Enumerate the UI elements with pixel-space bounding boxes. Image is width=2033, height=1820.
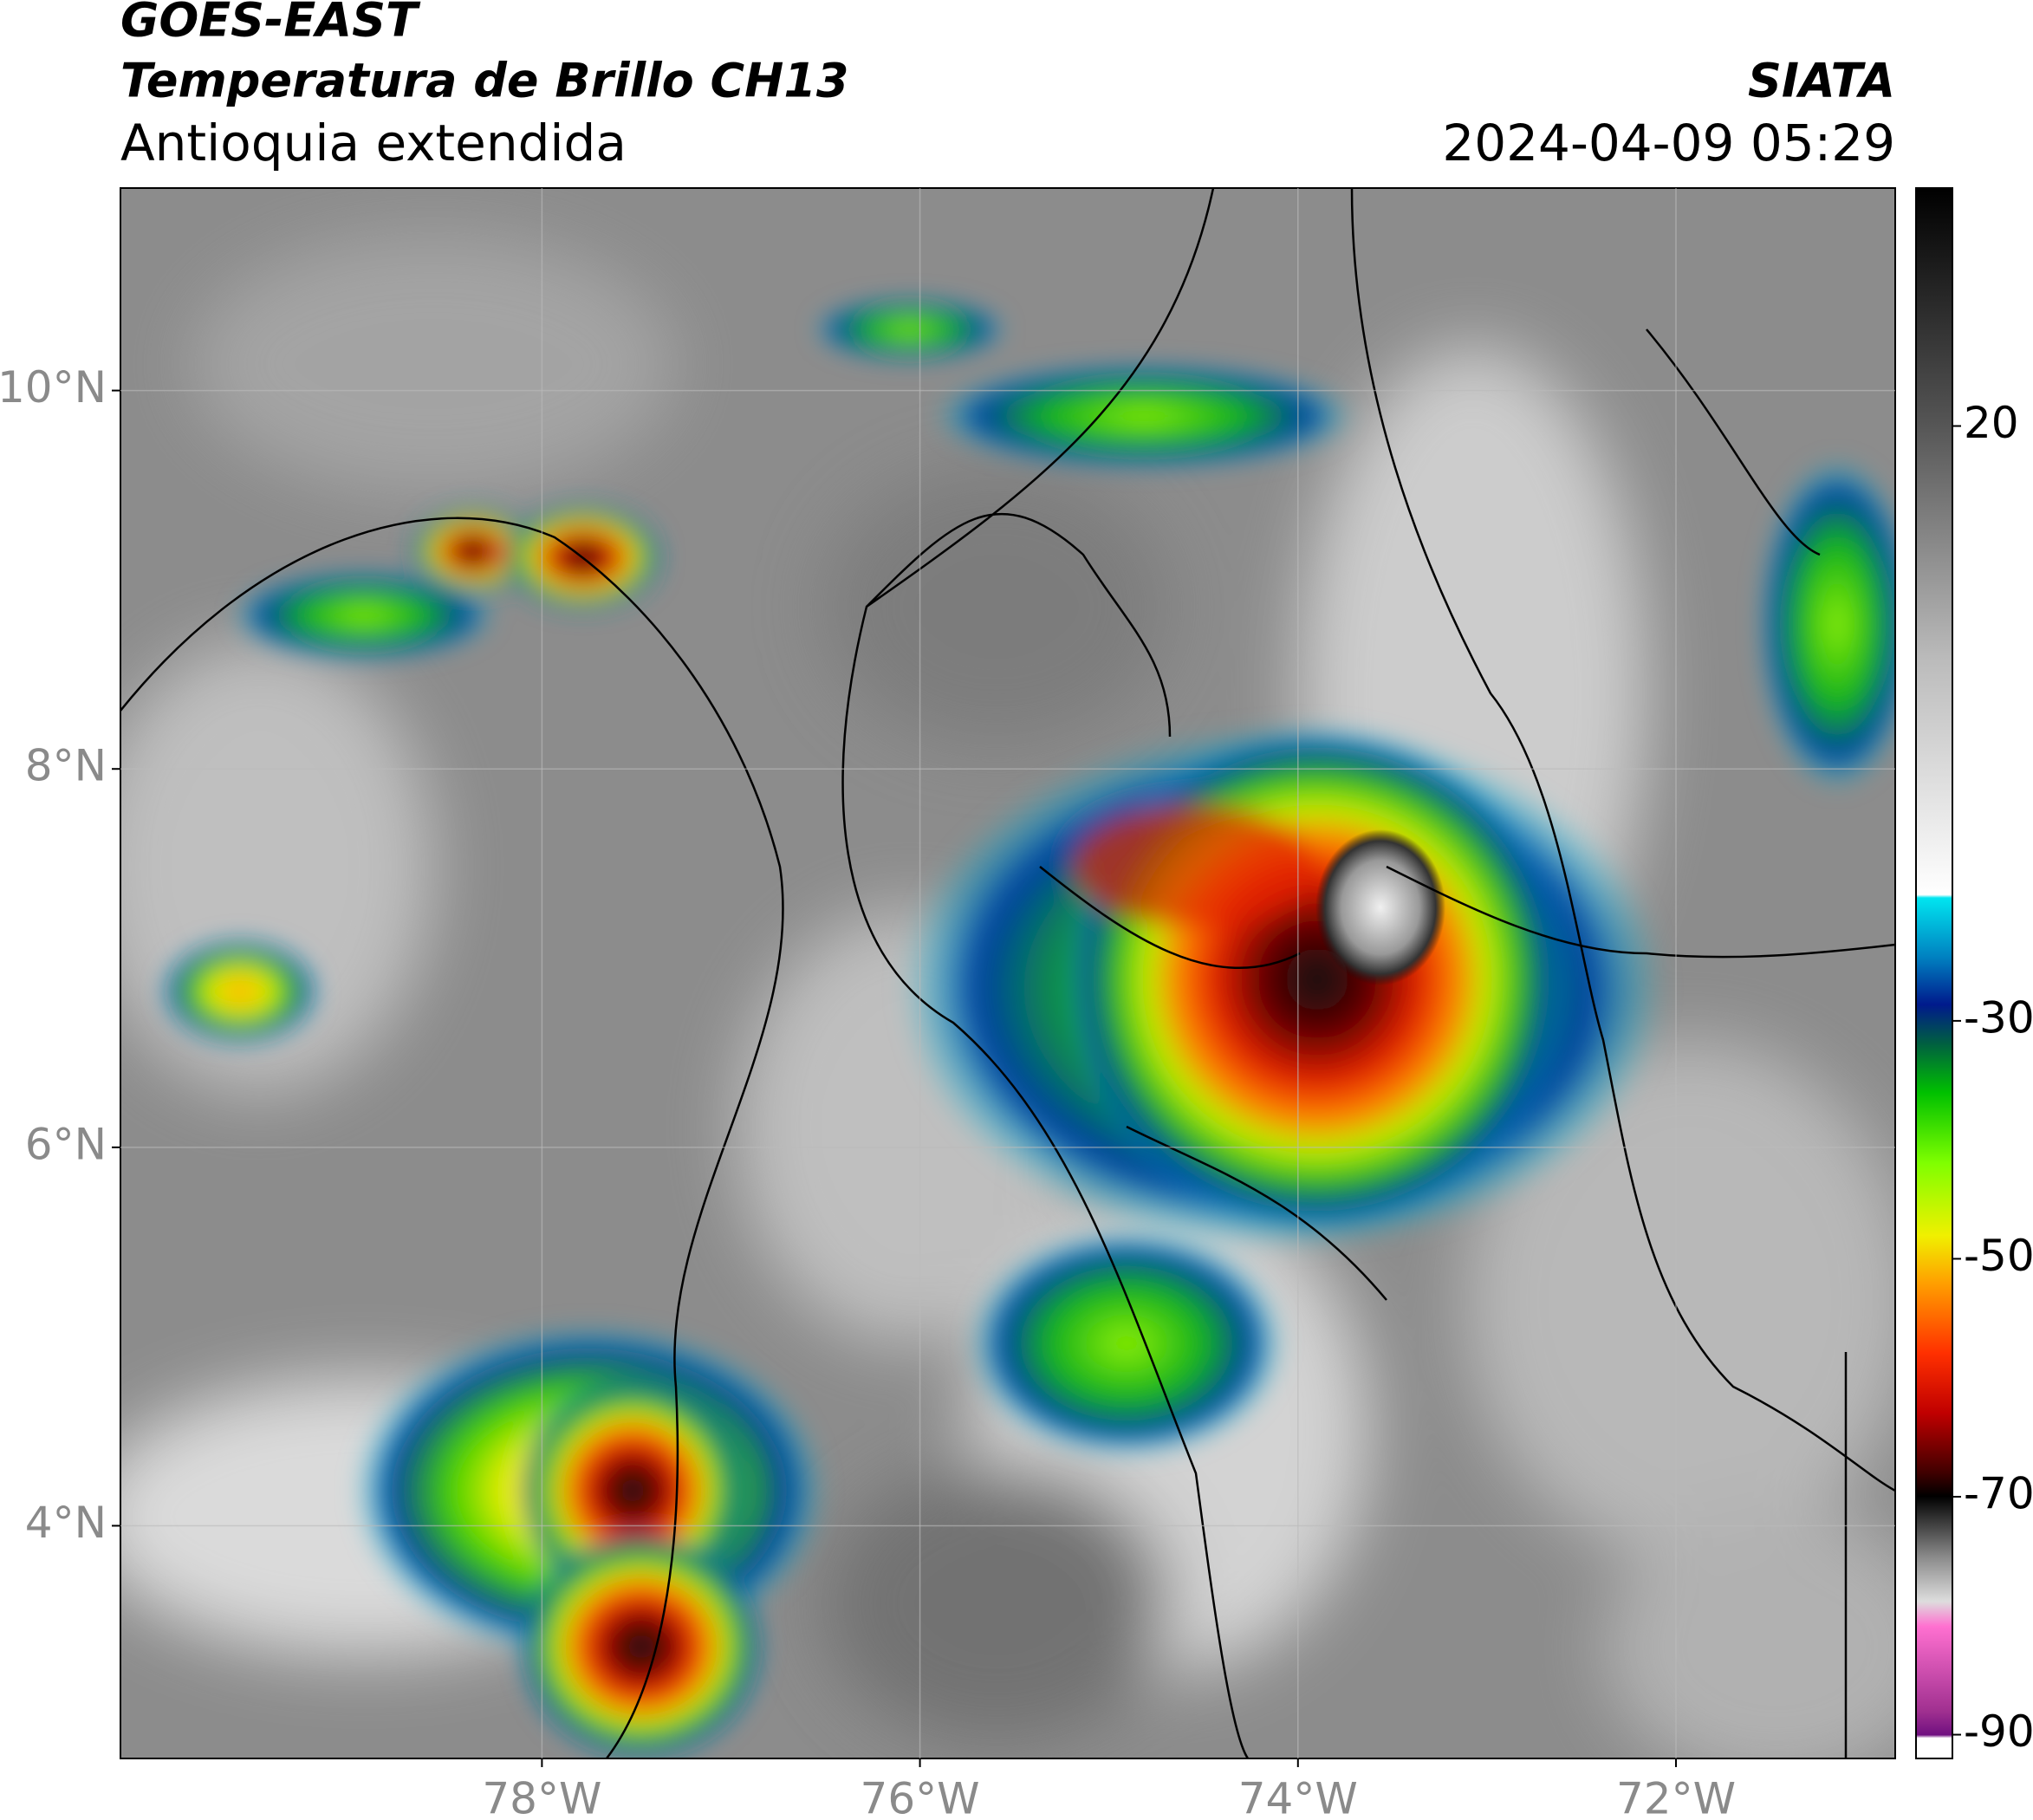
y-tick-label: 10°N xyxy=(0,362,107,413)
colorbar-tick-label: -30 xyxy=(1964,992,2033,1043)
colorbar-tick-label: 20 xyxy=(1964,398,2019,448)
subtitle: Temperatura de Brillo CH13 xyxy=(120,54,849,108)
colorbar-tick-label: -70 xyxy=(1964,1469,2033,1519)
satellite-image xyxy=(120,188,1895,1758)
colorbar-tick-label: -90 xyxy=(1964,1706,2033,1757)
x-tick-label: 76°W xyxy=(861,1774,980,1820)
source: SIATA xyxy=(1748,54,1895,108)
colorbar xyxy=(1915,187,1953,1759)
map-frame xyxy=(120,187,1896,1759)
region: Antioquia extendida xyxy=(120,114,627,172)
datetime: 2024-04-09 05:29 xyxy=(1442,114,1895,172)
y-tick-label: 6°N xyxy=(25,1119,107,1169)
title: GOES-EAST xyxy=(120,0,421,48)
x-tick-label: 74°W xyxy=(1238,1774,1358,1820)
colorbar-tick-label: -50 xyxy=(1964,1231,2033,1281)
x-tick-label: 72°W xyxy=(1616,1774,1736,1820)
y-tick-label: 4°N xyxy=(25,1498,107,1548)
y-tick-label: 8°N xyxy=(25,741,107,791)
x-tick-label: 78°W xyxy=(482,1774,601,1820)
